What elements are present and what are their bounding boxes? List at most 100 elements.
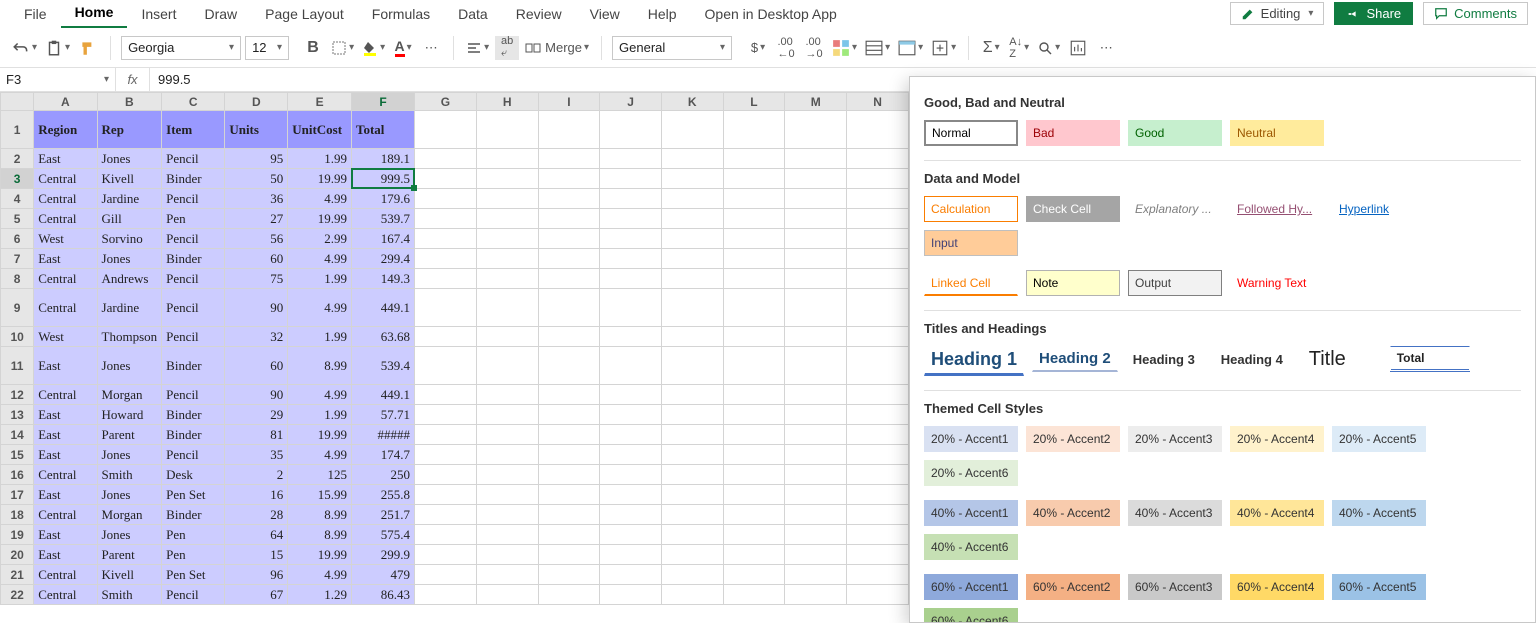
cell[interactable]: 63.68 <box>352 327 415 347</box>
style-swatch[interactable]: Normal <box>924 120 1018 146</box>
cell[interactable] <box>785 565 847 585</box>
cell[interactable]: 575.4 <box>352 525 415 545</box>
cell[interactable] <box>661 565 723 585</box>
cell[interactable]: 57.71 <box>352 405 415 425</box>
tab-help[interactable]: Help <box>634 2 691 28</box>
cell[interactable]: East <box>34 249 97 269</box>
column-header[interactable]: A <box>34 93 97 111</box>
cell[interactable] <box>723 505 785 525</box>
style-swatch[interactable]: Title <box>1302 346 1382 372</box>
tab-view[interactable]: View <box>576 2 634 28</box>
tab-formulas[interactable]: Formulas <box>358 2 444 28</box>
column-header[interactable]: F <box>352 93 415 111</box>
cell[interactable] <box>415 465 477 485</box>
cell[interactable] <box>661 545 723 565</box>
cell[interactable]: Item <box>162 111 225 149</box>
cell[interactable] <box>538 385 600 405</box>
style-swatch[interactable]: 60% - Accent1 <box>924 574 1018 600</box>
cell[interactable] <box>785 249 847 269</box>
cell[interactable]: 299.9 <box>352 545 415 565</box>
cell[interactable]: 4.99 <box>288 565 352 585</box>
cell[interactable]: Jones <box>97 485 162 505</box>
cell[interactable]: 1.99 <box>288 327 352 347</box>
column-header[interactable]: E <box>288 93 352 111</box>
cell[interactable]: Pencil <box>162 585 225 605</box>
cell[interactable] <box>476 545 538 565</box>
cell[interactable] <box>538 425 600 445</box>
cell[interactable] <box>415 249 477 269</box>
cell[interactable] <box>661 505 723 525</box>
cell[interactable]: Central <box>34 465 97 485</box>
cell[interactable] <box>600 149 662 169</box>
cell[interactable] <box>415 269 477 289</box>
cell[interactable] <box>847 585 909 605</box>
cell[interactable]: 4.99 <box>288 249 352 269</box>
wrap-text-button[interactable]: ab⤶ <box>495 36 519 60</box>
cell[interactable]: Units <box>225 111 288 149</box>
cell[interactable]: 15 <box>225 545 288 565</box>
cell[interactable] <box>661 445 723 465</box>
column-header[interactable]: I <box>538 93 600 111</box>
cell[interactable]: Smith <box>97 465 162 485</box>
cell[interactable]: Binder <box>162 347 225 385</box>
cell[interactable] <box>785 269 847 289</box>
cell[interactable]: 539.4 <box>352 347 415 385</box>
editing-mode-button[interactable]: Editing ▾ <box>1230 2 1325 25</box>
tab-page-layout[interactable]: Page Layout <box>251 2 358 28</box>
cell[interactable]: 2.99 <box>288 229 352 249</box>
sort-button[interactable]: A↓Z▾ <box>1007 36 1031 60</box>
cell[interactable]: 167.4 <box>352 229 415 249</box>
cell[interactable] <box>538 565 600 585</box>
cell[interactable] <box>600 525 662 545</box>
cell[interactable] <box>415 149 477 169</box>
cell[interactable]: Central <box>34 505 97 525</box>
cell[interactable]: 81 <box>225 425 288 445</box>
cell[interactable]: 8.99 <box>288 525 352 545</box>
cell[interactable] <box>538 149 600 169</box>
cell[interactable] <box>476 229 538 249</box>
cell[interactable] <box>661 485 723 505</box>
cell[interactable] <box>600 229 662 249</box>
ideas-button[interactable] <box>1066 36 1090 60</box>
cell[interactable]: East <box>34 405 97 425</box>
cell[interactable] <box>723 425 785 445</box>
column-header[interactable]: C <box>162 93 225 111</box>
cell[interactable]: 449.1 <box>352 385 415 405</box>
cell[interactable] <box>538 169 600 189</box>
cell[interactable] <box>476 169 538 189</box>
style-swatch[interactable]: Heading 1 <box>924 346 1024 376</box>
cell[interactable] <box>476 149 538 169</box>
cell[interactable] <box>785 347 847 385</box>
cell[interactable]: 50 <box>225 169 288 189</box>
cell[interactable] <box>661 209 723 229</box>
cell[interactable] <box>723 269 785 289</box>
row-header[interactable]: 22 <box>1 585 34 605</box>
cell[interactable] <box>476 425 538 445</box>
cell[interactable] <box>847 505 909 525</box>
cell[interactable] <box>785 425 847 445</box>
cell[interactable]: Pen Set <box>162 485 225 505</box>
cell[interactable] <box>723 149 785 169</box>
cell[interactable] <box>600 347 662 385</box>
cell[interactable]: Kivell <box>97 169 162 189</box>
cell[interactable]: Binder <box>162 425 225 445</box>
style-swatch[interactable]: 20% - Accent3 <box>1128 426 1222 452</box>
cell[interactable]: Pen Set <box>162 565 225 585</box>
cell[interactable]: 1.99 <box>288 149 352 169</box>
paste-button[interactable]: ▾ <box>43 36 72 60</box>
cell[interactable]: Jones <box>97 347 162 385</box>
style-swatch[interactable]: 60% - Accent5 <box>1332 574 1426 600</box>
cell[interactable]: 95 <box>225 149 288 169</box>
column-header[interactable]: G <box>415 93 477 111</box>
cell[interactable]: East <box>34 545 97 565</box>
style-swatch[interactable]: Good <box>1128 120 1222 146</box>
autosum-button[interactable]: Σ▾ <box>979 36 1003 60</box>
cell[interactable]: 96 <box>225 565 288 585</box>
style-swatch[interactable]: 20% - Accent6 <box>924 460 1018 486</box>
cell[interactable]: 19.99 <box>288 169 352 189</box>
cell[interactable]: Pencil <box>162 189 225 209</box>
style-swatch[interactable]: 20% - Accent4 <box>1230 426 1324 452</box>
cell[interactable] <box>415 111 477 149</box>
cell[interactable]: Pen <box>162 545 225 565</box>
cell[interactable] <box>661 269 723 289</box>
